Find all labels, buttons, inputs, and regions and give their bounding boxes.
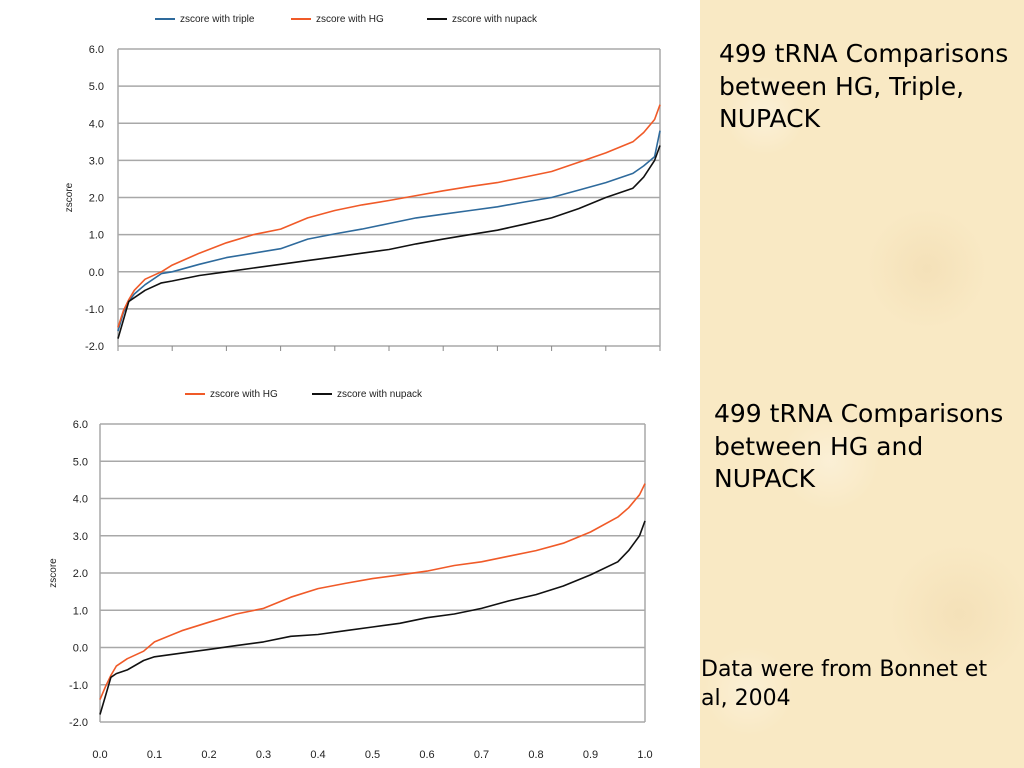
x-tick-label: 0.7 <box>474 749 489 761</box>
charts-canvas: 6.0 5.0 4.0 3.0 2.0 1.0 0.0 -1.0 -2.0 zscore zscor… <box>48 14 661 761</box>
series-line <box>117 145 661 339</box>
x-tick-label: 0.5 <box>365 749 380 761</box>
y-axis-label: zscore <box>64 182 75 212</box>
x-tick-label: 0.9 <box>583 749 598 761</box>
x-tick-label: 0.1 <box>147 749 162 761</box>
x-tick-label: 0.2 <box>201 749 216 761</box>
chart-2-caption: 499 tRNA Comparisons between HG and NUPA… <box>714 399 1004 493</box>
legend-label: zscore with HG <box>316 14 384 25</box>
y-tick-label: -2.0 <box>69 717 88 729</box>
y-tick-label: -1.0 <box>69 680 88 692</box>
y-tick-label: -2.0 <box>85 341 104 353</box>
chart-1: 6.0 5.0 4.0 3.0 2.0 1.0 0.0 -1.0 -2.0 zscore zscor… <box>64 14 661 353</box>
legend-label: zscore with nupack <box>337 389 423 400</box>
y-tick-label: 4.0 <box>73 494 88 506</box>
y-tick-label: 1.0 <box>73 605 88 617</box>
x-tick-label: 0.8 <box>528 749 543 761</box>
y-axis-label: zscore <box>48 558 59 588</box>
series-line <box>99 483 646 700</box>
y-tick-label: -1.0 <box>85 304 104 316</box>
y-tick-label: 5.0 <box>89 81 104 93</box>
legend-label: zscore with HG <box>210 389 278 400</box>
y-tick-label: 0.0 <box>73 643 88 655</box>
legend-label: zscore with nupack <box>452 14 538 25</box>
data-source-caption: Data were from Bonnet et al, 2004 <box>701 657 988 711</box>
x-tick-label: 0.4 <box>310 749 325 761</box>
chart-2: 6.0 5.0 4.0 3.0 2.0 1.0 0.0 -1.0 -2.0 zscore 0.0 0.… <box>48 389 653 761</box>
x-tick-label: 0.0 <box>92 749 107 761</box>
y-tick-label: 3.0 <box>89 155 104 167</box>
y-tick-label: 2.0 <box>73 568 88 580</box>
y-tick-label: 5.0 <box>73 456 88 468</box>
x-tick-label: 0.6 <box>419 749 434 761</box>
y-tick-label: 6.0 <box>89 44 104 56</box>
y-tick-label: 0.0 <box>89 267 104 279</box>
series-line <box>99 520 646 715</box>
y-tick-label: 6.0 <box>73 419 88 431</box>
chart-1-caption: 499 tRNA Comparisons between HG, Triple,… <box>719 39 1009 133</box>
y-tick-label: 3.0 <box>73 531 88 543</box>
y-tick-label: 4.0 <box>89 118 104 130</box>
y-tick-label: 2.0 <box>89 193 104 205</box>
y-tick-label: 1.0 <box>89 230 104 242</box>
right-panel <box>700 0 1024 768</box>
series-line <box>117 130 661 332</box>
x-tick-label: 0.3 <box>256 749 271 761</box>
series-line <box>117 104 661 328</box>
x-tick-label: 1.0 <box>637 749 652 761</box>
legend-label: zscore with triple <box>180 14 255 25</box>
